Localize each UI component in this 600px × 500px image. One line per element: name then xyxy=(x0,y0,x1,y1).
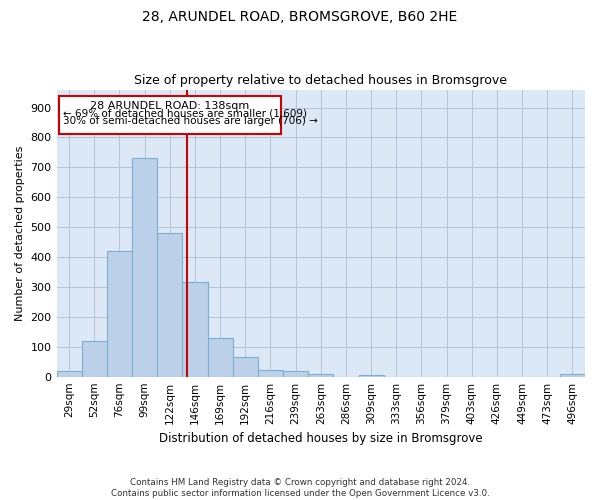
Bar xyxy=(560,374,585,376)
Bar xyxy=(132,158,157,376)
Bar xyxy=(233,357,258,376)
Y-axis label: Number of detached properties: Number of detached properties xyxy=(15,146,25,321)
Bar xyxy=(208,338,233,376)
Bar xyxy=(82,341,107,376)
Text: 30% of semi-detached houses are larger (706) →: 30% of semi-detached houses are larger (… xyxy=(63,116,318,126)
Title: Size of property relative to detached houses in Bromsgrove: Size of property relative to detached ho… xyxy=(134,74,507,87)
Bar xyxy=(56,370,82,376)
Text: 28 ARUNDEL ROAD: 138sqm: 28 ARUNDEL ROAD: 138sqm xyxy=(90,101,250,111)
FancyBboxPatch shape xyxy=(59,96,281,134)
Text: ← 69% of detached houses are smaller (1,609): ← 69% of detached houses are smaller (1,… xyxy=(63,109,307,119)
Bar xyxy=(157,233,182,376)
Bar xyxy=(283,370,308,376)
Bar xyxy=(107,251,132,376)
Bar xyxy=(308,374,334,376)
X-axis label: Distribution of detached houses by size in Bromsgrove: Distribution of detached houses by size … xyxy=(159,432,482,445)
Text: Contains HM Land Registry data © Crown copyright and database right 2024.
Contai: Contains HM Land Registry data © Crown c… xyxy=(110,478,490,498)
Text: 28, ARUNDEL ROAD, BROMSGROVE, B60 2HE: 28, ARUNDEL ROAD, BROMSGROVE, B60 2HE xyxy=(142,10,458,24)
Bar xyxy=(182,282,208,376)
Bar xyxy=(258,370,283,376)
Bar xyxy=(359,375,383,376)
